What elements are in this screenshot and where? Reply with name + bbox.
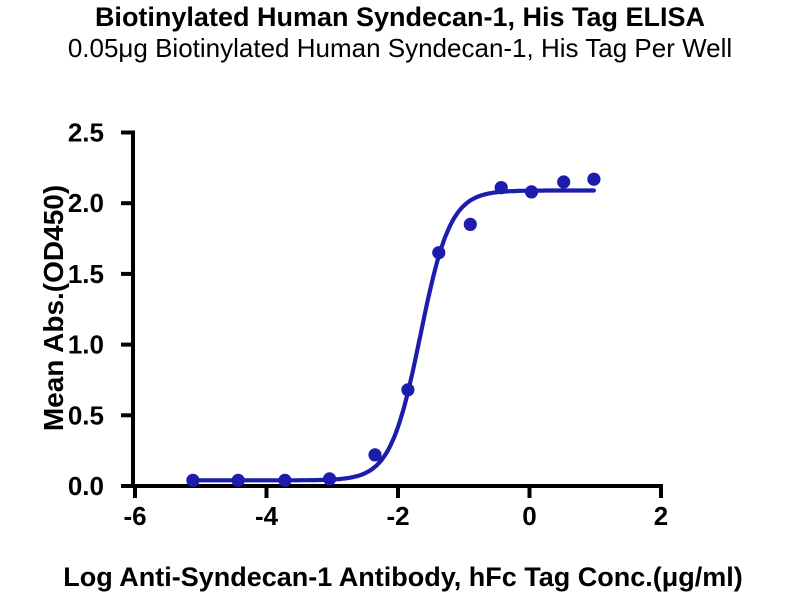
data-point <box>587 172 601 186</box>
data-point <box>323 472 337 486</box>
data-point <box>494 181 508 195</box>
y-tick-label: 0.0 <box>68 471 104 501</box>
x-axis-label: Log Anti-Syndecan-1 Antibody, hFc Tag Co… <box>63 562 743 592</box>
data-point <box>368 448 382 462</box>
x-tick-label: -2 <box>386 501 409 531</box>
chart-subtitle: 0.05μg Biotinylated Human Syndecan-1, Hi… <box>67 33 733 63</box>
x-tick-label: 0 <box>522 501 536 531</box>
y-tick-label: 1.5 <box>68 259 104 289</box>
data-point <box>463 217 477 231</box>
data-point <box>432 246 446 260</box>
data-point <box>231 473 245 487</box>
fit-curve <box>190 188 596 483</box>
x-tick-label: -4 <box>255 501 279 531</box>
data-point <box>524 185 539 199</box>
x-tick-label: 2 <box>654 501 668 531</box>
chart-title: Biotinylated Human Syndecan-1, His Tag E… <box>94 2 706 32</box>
data-point <box>557 175 571 189</box>
x-tick-label: -6 <box>123 501 146 531</box>
data-point <box>278 473 292 487</box>
data-point <box>401 383 415 397</box>
y-tick-label: 2.5 <box>68 118 104 148</box>
y-tick-label: 1.0 <box>68 330 104 360</box>
data-point <box>186 473 200 487</box>
y-tick-label: 0.5 <box>68 400 104 430</box>
y-tick-label: 2.0 <box>68 188 104 218</box>
